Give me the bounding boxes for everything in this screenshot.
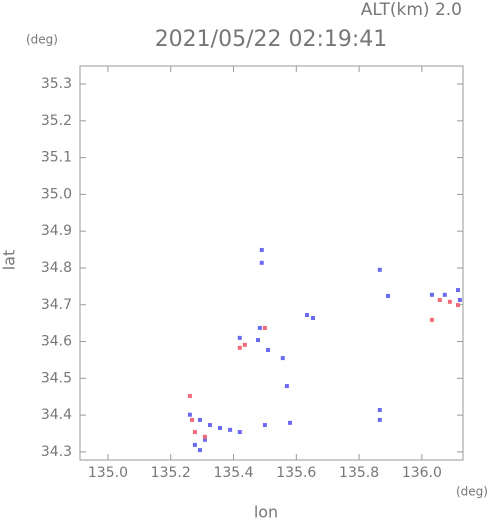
echo-point — [237, 335, 242, 340]
echo-point — [455, 288, 460, 293]
echo-point — [284, 384, 289, 389]
y-tick-label: 34.5 — [41, 370, 72, 386]
echo-point — [377, 417, 382, 422]
echo-point — [197, 417, 202, 422]
echo-point — [377, 407, 382, 412]
echo-point — [455, 303, 460, 308]
echo-point — [377, 267, 382, 272]
echo-point — [242, 342, 247, 347]
echo-point — [228, 427, 233, 432]
echo-point — [197, 448, 202, 453]
y-tick-label: 34.9 — [41, 223, 72, 239]
echo-point — [262, 423, 267, 428]
y-tick-label: 34.8 — [41, 260, 72, 276]
echo-point — [202, 434, 207, 439]
x-tick-label: 135.4 — [213, 465, 253, 481]
echo-point — [304, 313, 309, 318]
y-label: lat — [0, 250, 19, 271]
echo-point — [257, 325, 262, 330]
echo-point — [187, 393, 192, 398]
echo-point — [429, 317, 434, 322]
echo-point — [310, 315, 315, 320]
echo-point — [202, 437, 207, 442]
x-tick-label: 135.0 — [88, 465, 128, 481]
echo-point — [437, 297, 442, 302]
echo-point — [256, 338, 261, 343]
echo-point — [259, 247, 264, 252]
x-tick-label: 136.0 — [402, 465, 442, 481]
echo-point — [207, 423, 212, 428]
echo-point — [187, 412, 192, 417]
echo-point — [447, 299, 452, 304]
chart-title: 2021/05/22 02:19:41 — [155, 27, 388, 52]
echo-point — [237, 430, 242, 435]
plot-frame — [79, 65, 464, 461]
y-unit: (deg) — [26, 33, 58, 47]
echo-point — [259, 260, 264, 265]
y-tick-label: 34.3 — [41, 444, 72, 460]
echo-point — [429, 292, 434, 297]
echo-point — [237, 345, 242, 350]
echo-point — [385, 293, 390, 298]
echo-point — [192, 430, 197, 435]
x-label: lon — [254, 503, 278, 522]
y-tick-label: 35.3 — [41, 76, 72, 92]
x-tick-label: 135.6 — [276, 465, 316, 481]
echo-point — [280, 356, 285, 361]
echo-point — [266, 348, 271, 353]
echo-point — [442, 292, 447, 297]
y-tick-label: 35.1 — [41, 150, 72, 166]
y-tick-label: 35.0 — [41, 186, 72, 202]
y-tick-label: 34.6 — [41, 334, 72, 350]
y-tick-label: 34.4 — [41, 407, 72, 423]
x-tick-label: 135.8 — [339, 465, 379, 481]
echo-point — [288, 420, 293, 425]
echo-point — [262, 325, 267, 330]
echo-point — [218, 425, 223, 430]
x-tick-label: 135.2 — [151, 465, 191, 481]
echo-point — [190, 417, 195, 422]
x-unit: (deg) — [456, 485, 488, 499]
subtitle: ALT(km) 2.0 — [361, 0, 462, 20]
y-tick-label: 34.7 — [41, 297, 72, 313]
y-tick-label: 35.2 — [41, 113, 72, 129]
echo-point — [192, 442, 197, 447]
echo-point — [457, 297, 462, 302]
